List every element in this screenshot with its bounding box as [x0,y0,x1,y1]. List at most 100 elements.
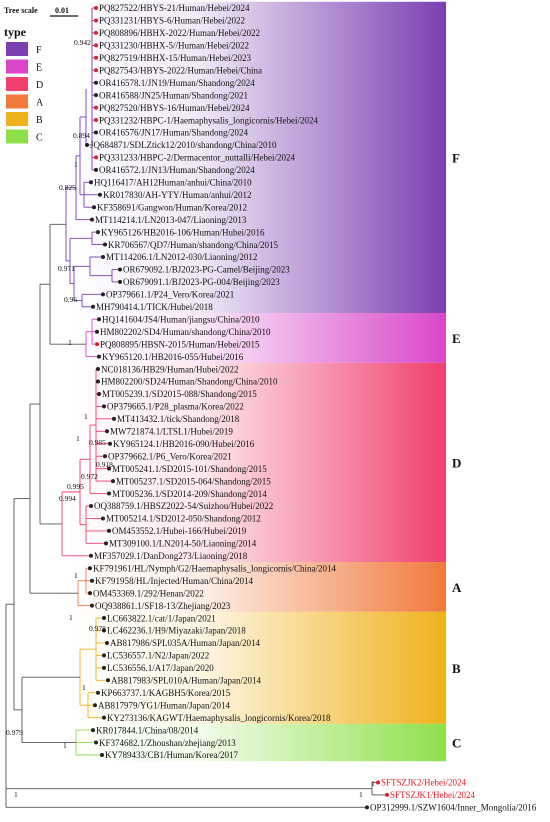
tip-label: MT005214.1/SD2012-050/Shandong/2012 [106,514,261,524]
tip-dot [90,603,94,608]
tip-dot [94,18,98,23]
tip-dot [92,205,96,210]
legend-swatch-E [6,59,28,74]
tip-dot [112,416,116,421]
tip-label: KF791961/HL/Nymph/G2/Haemaphysalis_longi… [93,563,336,573]
tree-scale-title: Tree scale [4,6,38,15]
tree-branches [5,7,387,808]
band-F [70,1,446,314]
bootstrap-value: 1 [68,338,72,347]
tip-label: MT005237.1/SD2015-064/Shandong/2015 [116,476,271,486]
tip-label: PQ827522/HBYS-21/Human/Hebei/2024 [99,3,250,13]
tip-dot [93,703,97,708]
tip-label: LC663822.1/cat/1/Japan/2021 [107,613,216,623]
tip-label: OM453369.1/292/Henan/2022 [93,588,204,598]
legend-swatch-D [6,77,28,91]
tip-label: MF357029.1/DanDong273/Liaoning/2018 [94,551,248,561]
tip-dot [101,516,105,521]
tip-label: AB817983/SPL010A/Human/Japan/2014 [111,676,261,686]
tip-label: KY965126/HB2016-106/Human/Hubei/2016 [101,227,265,237]
bootstrap-value: 1 [74,160,78,169]
tip-dot [108,441,112,446]
tip-label: KR017830/AH-YTY/Human/anhui/2012 [103,190,252,200]
tip-label: MW721874.1/LTSL1/Hubei/2019 [110,427,233,437]
tip-label: PQ331233/HBPC-2/Dermacentor_nuttalli/Heb… [99,153,295,163]
tip-label: LC536556.1/A17/Japan/2020 [107,663,214,673]
tip-label: SFTSZJK2/Hebei/2024 [381,778,467,788]
tip-label: NC018136/HB29/Human/Hubei/2022 [101,364,239,374]
tip-dot [118,279,122,284]
tip-dot [101,255,105,259]
tip-dot [94,43,98,48]
tip-label: HM802200/SD24/Human/Shandong/China/2010 [101,377,278,387]
tip-dot [98,192,102,197]
tip-label: KF791958/HL/Injected/Human/China/2014 [95,576,253,586]
legend-label-D: D [36,80,43,91]
tip-dot [95,342,99,347]
legend-title: type [4,25,27,39]
band-A [70,562,446,612]
tip-label: HM802202/SD4/Human/shandong/China/2010 [100,327,271,337]
legend-swatch-F [6,42,28,56]
band-B [70,611,446,724]
tip-label: AB817986/SPL035A/Human/Japan/2014 [110,638,260,648]
bootstrap-value: 1 [359,790,363,799]
tip-label: KY273136/KAGWT/Haemaphysalis_longicornis… [107,713,331,723]
legend-swatch-C [6,129,28,144]
tip-dot [85,142,89,147]
tip-dot [105,429,109,434]
tip-label: PQ331232/HBPC-1/Haemaphysalis_longicorni… [99,115,318,125]
tip-dot [102,616,106,621]
tip-dot [97,317,101,322]
legend-label-B: B [36,115,43,126]
bootstrap-value: 0.942 [74,38,91,47]
tip-dot [96,230,100,235]
tree-scale: Tree scale 0.01 [4,6,78,17]
tip-dot [94,68,98,73]
tip-label: MT005239.1/SD2015-088/Shandong/2015 [102,389,257,399]
group-labels: F E D A B C [452,150,462,750]
group-label-C: C [452,736,461,751]
group-label-A: A [452,580,462,595]
tip-dot [95,329,99,334]
tip-label: JQ684871/SDLZtick12/2010/shandong/China/… [90,140,277,150]
tip-dot [97,354,101,359]
type-bands [70,1,446,762]
bootstrap-value: 0.979 [6,728,23,737]
bootstrap-value: 1 [82,683,86,692]
bootstrap-value: 1 [74,571,78,580]
tip-dot [96,379,100,384]
tip-dot [107,466,111,471]
tip-dot [102,715,106,720]
bootstrap-value: 0.978 [89,624,106,633]
tip-label: KF358691/Gangwon/Human/Korea/2012 [97,202,247,212]
tip-dot [103,454,107,459]
tip-dot [88,566,92,571]
tip-label: KY965124.1/HB2016-090/Hubei/2016 [113,439,255,449]
tip-dot [89,504,93,508]
bootstrap-value: 0.96 [64,295,77,304]
tip-dot [376,780,380,785]
tip-dot [385,792,389,797]
bootstrap-value: 1 [371,779,375,788]
tip-label: PQ331231/HBYS-6/Human/Hebei/2022 [99,16,245,26]
tip-label: OR416578.1/JN19/Human/Shandong/2024 [99,78,255,88]
tip-dot [94,55,98,60]
tip-dot [106,678,110,683]
tip-labels: PQ827522/HBYS-21/Human/Hebei/2024 PQ33123… [85,3,537,813]
tip-label: HQ141604/JS4/Human/jiangsu/China/2010 [102,314,260,324]
group-label-F: F [452,150,460,165]
tip-dot [90,217,94,222]
tip-dot [101,292,105,297]
tip-dot [91,728,95,733]
tip-label: KY965120.1/HB2016-055/Hubei/2016 [102,352,244,362]
bootstrap-value: 0.994 [59,494,76,503]
tip-label: KR706567/QD7/Human/shandong/China/2015 [108,240,278,250]
band-C [70,723,446,762]
tip-label: OM453552.1/Hubei-166/Hubei/2019 [112,526,247,536]
tip-label: MT114206.1/LN2012-030/Liaoning/2012 [106,252,257,262]
tip-dot [103,242,107,247]
tip-label: KF374682.1/Zhoushan/zhejiang/2013 [99,738,236,748]
